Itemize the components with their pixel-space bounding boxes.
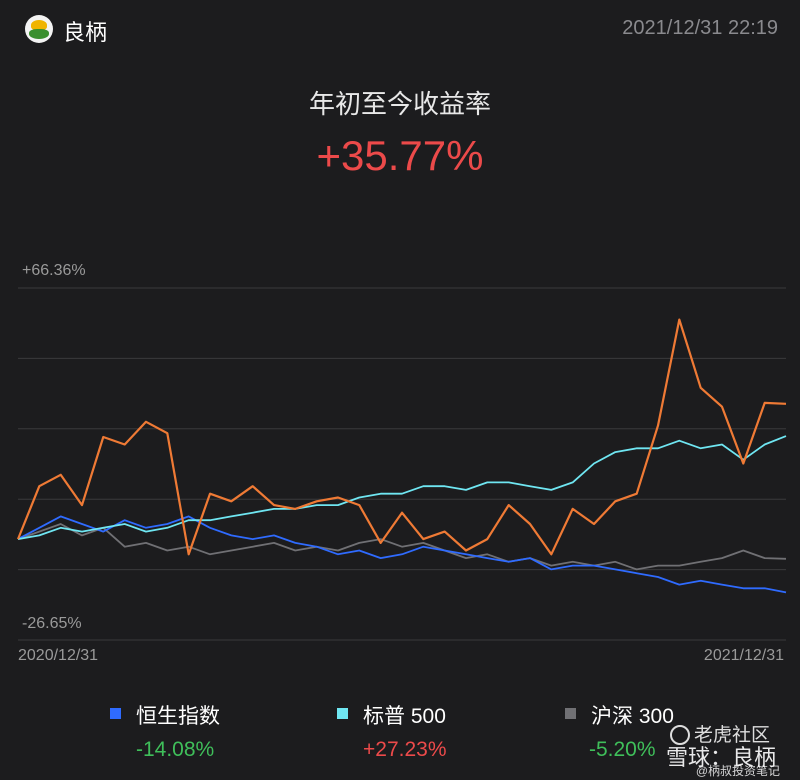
header: 良柄 2021/12/31 22:19 (0, 0, 800, 60)
legend: 恒生指数 -14.08% 标普 500 +27.23% 沪深 300 -5.20… (0, 700, 800, 780)
legend-value-hsi: -14.08% (136, 738, 215, 761)
series-line-hsi (17, 515, 787, 594)
return-title: 年初至今收益率 (308, 89, 491, 119)
watermark-brand-text: 老虎社区 (693, 725, 770, 746)
watermark-brand: 老虎社区 (669, 720, 770, 747)
avatar-body (29, 29, 49, 39)
y-axis-top-label: +66.36% (22, 262, 86, 279)
legend-value-sp500: +27.23% (363, 738, 447, 761)
series-line-sp500 (17, 435, 787, 540)
legend-swatch-hs300 (565, 708, 576, 719)
legend-label-hs300: 沪深 300 (591, 705, 674, 728)
performance-chart (16, 287, 787, 641)
x-axis-end-label: 2021/12/31 (703, 647, 784, 664)
tiger-logo-icon (669, 725, 690, 745)
avatar-hat (31, 20, 47, 30)
y-axis-bottom-label: -26.65% (22, 615, 82, 632)
legend-label-hsi: 恒生指数 (136, 705, 220, 728)
legend-label-sp500: 标普 500 (363, 705, 446, 728)
datetime: 2021/12/31 22:19 (622, 17, 778, 39)
watermark-author: @柄叔投资笔记 (695, 764, 780, 778)
legend-swatch-sp500 (337, 708, 348, 719)
series-line-hs300 (17, 523, 787, 571)
legend-swatch-hsi (110, 708, 121, 719)
watermark-source: 雪球：良柄 (665, 745, 776, 770)
total-return: +35.77% (316, 132, 484, 179)
username[interactable]: 良柄 (63, 20, 108, 45)
avatar[interactable] (25, 15, 53, 43)
series-line-portfolio (16, 318, 787, 556)
legend-value-hs300: -5.20% (589, 738, 656, 761)
x-axis-start-label: 2020/12/31 (18, 647, 99, 664)
